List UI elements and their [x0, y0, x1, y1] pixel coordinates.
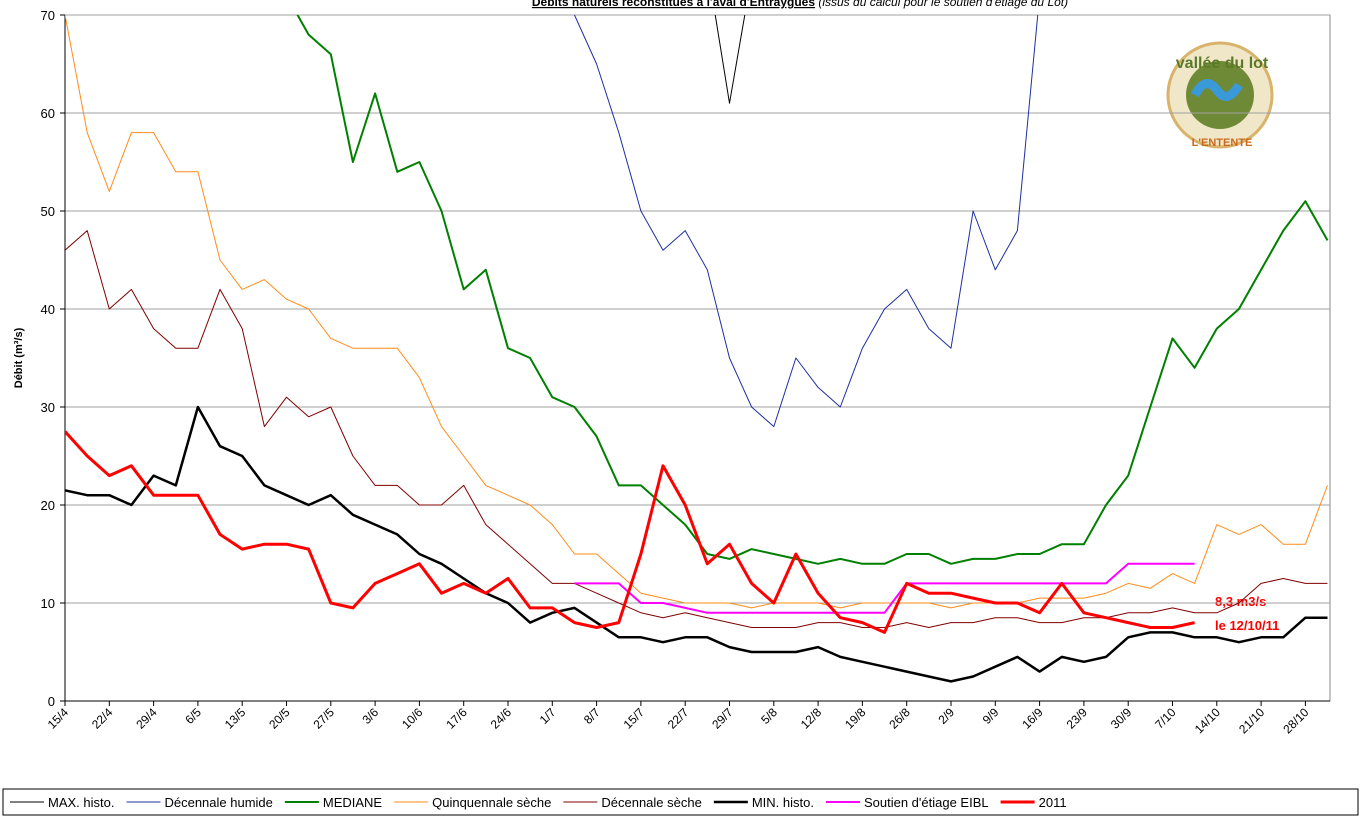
legend-label: Soutien d'étiage EIBL	[864, 795, 989, 810]
logo: vallée du lot L'ENTENTE	[1166, 41, 1274, 149]
y-tick-label: 60	[41, 106, 55, 121]
x-tick-label: 29/7	[709, 705, 736, 732]
x-tick-label: 26/8	[886, 705, 913, 732]
line-series	[296, 15, 1329, 565]
y-axis-label: Débit (m³/s)	[13, 327, 25, 388]
x-tick-label: 21/10	[1236, 705, 1267, 736]
logo-text: L'ENTENTE	[1192, 137, 1253, 149]
y-tick-label: 50	[41, 204, 55, 219]
x-tick-label: 8/7	[581, 705, 603, 727]
line-series	[65, 405, 1328, 683]
x-tick-label: 6/5	[182, 705, 204, 727]
chart-subtitle: (issus du calcul pour le soutien d'étiag…	[818, 0, 1068, 9]
legend-label: MIN. histo.	[752, 795, 814, 810]
y-tick-label: 30	[41, 400, 55, 415]
chart-title: Débits naturels reconstitués à l'aval d'…	[532, 0, 815, 9]
x-tick-label: 22/4	[89, 705, 116, 732]
legend-label: 2011	[1039, 795, 1067, 810]
x-tick-label: 2/9	[935, 705, 957, 727]
x-tick-label: 27/5	[311, 705, 338, 732]
line-series	[65, 230, 1328, 628]
x-tick-label: 19/8	[842, 705, 869, 732]
x-tick-label: 10/6	[399, 705, 426, 732]
legend-label: MAX. histo.	[48, 795, 114, 810]
x-tick-label: 29/4	[133, 705, 160, 732]
line-series	[573, 15, 1039, 428]
y-tick-label: 0	[48, 694, 55, 709]
x-tick-label: 7/10	[1152, 705, 1179, 732]
x-tick-label: 15/7	[621, 705, 648, 732]
line-series	[65, 430, 1195, 634]
y-tick-label: 70	[41, 8, 55, 23]
x-tick-label: 5/8	[758, 705, 780, 727]
annotation: le 12/10/11	[1215, 618, 1279, 633]
x-tick-label: 20/5	[266, 705, 293, 732]
x-tick-label: 28/10	[1280, 705, 1311, 736]
logo-text: vallée du lot	[1176, 55, 1269, 72]
x-tick-label: 17/6	[443, 705, 470, 732]
legend-label: Quinquennale sèche	[432, 795, 551, 810]
line-series	[65, 15, 1328, 609]
x-tick-label: 12/8	[798, 705, 825, 732]
legend-label: Décennale humide	[164, 795, 272, 810]
x-tick-label: 9/9	[980, 705, 1002, 727]
x-tick-label: 3/6	[360, 705, 382, 727]
x-tick-label: 13/5	[222, 705, 249, 732]
logo-river	[1190, 79, 1243, 101]
legend-box	[2, 788, 1359, 816]
y-tick-label: 10	[41, 596, 55, 611]
series-layer	[65, 15, 1329, 683]
x-tick-label: 16/9	[1019, 705, 1046, 732]
y-tick-label: 20	[41, 498, 55, 513]
x-tick-label: 23/9	[1064, 705, 1091, 732]
x-tick-label: 24/6	[488, 705, 515, 732]
legend-label: Décennale sèche	[601, 795, 701, 810]
x-tick-label: 22/7	[665, 705, 692, 732]
line-series	[574, 562, 1195, 614]
legend-label: MEDIANE	[323, 795, 383, 810]
y-tick-label: 40	[41, 302, 55, 317]
x-tick-label: 14/10	[1192, 705, 1223, 736]
x-tick-label: 1/7	[537, 705, 559, 727]
chart-title-group: Débits naturels reconstitués à l'aval d'…	[532, 0, 1068, 9]
x-tick-label: 30/9	[1108, 705, 1135, 732]
plot-area	[64, 14, 1331, 702]
